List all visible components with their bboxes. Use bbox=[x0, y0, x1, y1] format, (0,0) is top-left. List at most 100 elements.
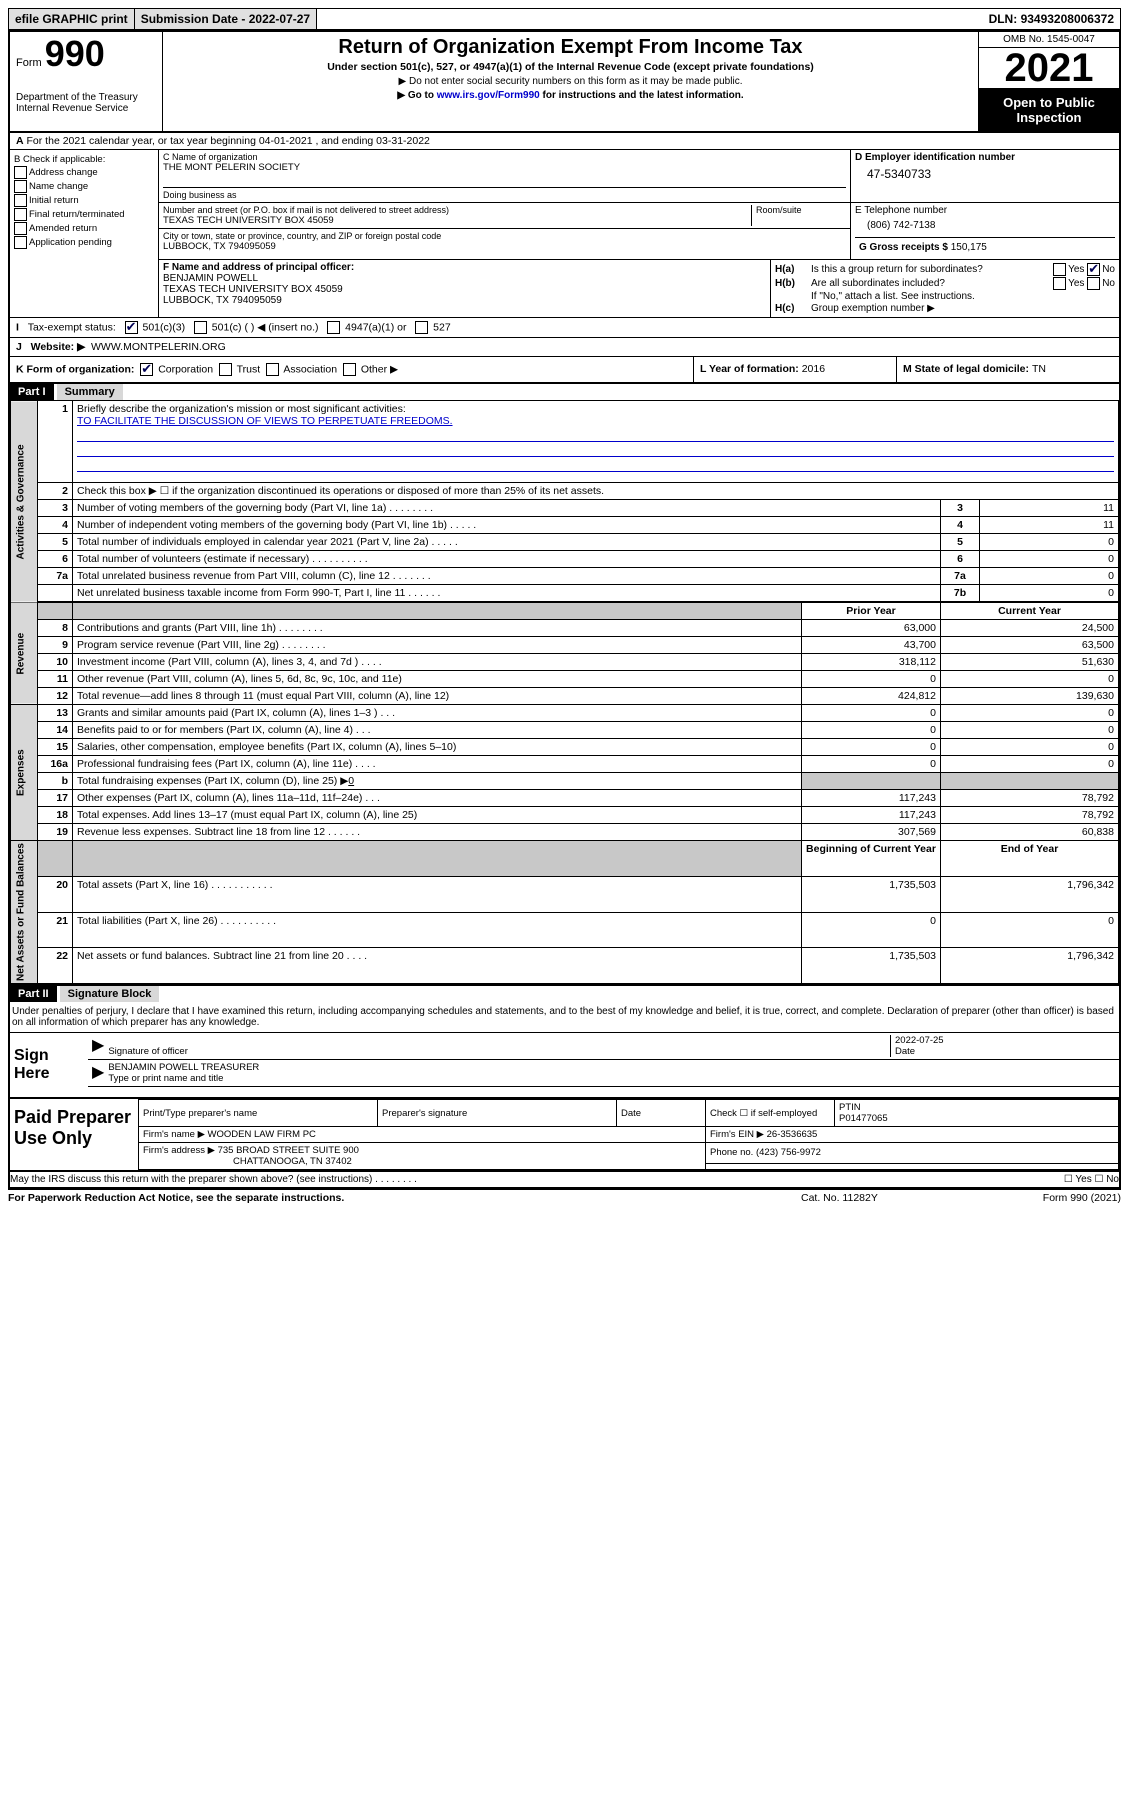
tax-period-text: For the 2021 calendar year, or tax year … bbox=[27, 135, 430, 147]
line18-desc: Total expenses. Add lines 13–17 (must eq… bbox=[73, 807, 802, 824]
part1-title: Summary bbox=[57, 384, 123, 400]
line10-cy: 51,630 bbox=[941, 654, 1119, 671]
cb-amended-return[interactable]: Amended return bbox=[14, 222, 154, 235]
part2-title: Signature Block bbox=[60, 986, 160, 1002]
sign-date-value: 2022-07-25 bbox=[895, 1035, 944, 1046]
firm-phone-row: Phone no. (423) 756-9972 bbox=[706, 1143, 1119, 1164]
discuss-text: May the IRS discuss this return with the… bbox=[10, 1174, 819, 1185]
irs-link[interactable]: www.irs.gov/Form990 bbox=[437, 90, 540, 101]
cb-final-return[interactable]: Final return/terminated bbox=[14, 208, 154, 221]
street-value: TEXAS TECH UNIVERSITY BOX 45059 bbox=[163, 215, 751, 226]
sign-here-label: Sign Here bbox=[10, 1033, 88, 1097]
prep-h3: Date bbox=[617, 1100, 706, 1127]
year-formation: 2016 bbox=[802, 363, 825, 375]
line7a-val: 0 bbox=[980, 568, 1119, 585]
ein-label: D Employer identification number bbox=[855, 152, 1115, 163]
line11-py: 0 bbox=[802, 671, 941, 688]
line7b-val: 0 bbox=[980, 585, 1119, 603]
cb-name-change[interactable]: Name change bbox=[14, 180, 154, 193]
website-value: WWW.MONTPELERIN.ORG bbox=[91, 341, 226, 353]
open-inspection-badge: Open to Public Inspection bbox=[979, 89, 1119, 131]
line5-val: 0 bbox=[980, 534, 1119, 551]
line21-boy: 0 bbox=[802, 912, 941, 948]
line8-cy: 24,500 bbox=[941, 620, 1119, 637]
sidebar-revenue: Revenue bbox=[11, 602, 38, 705]
line19-py: 307,569 bbox=[802, 824, 941, 841]
line3-val: 11 bbox=[980, 500, 1119, 517]
line8-py: 63,000 bbox=[802, 620, 941, 637]
dba-label: Doing business as bbox=[163, 187, 846, 200]
line7a-desc: Total unrelated business revenue from Pa… bbox=[73, 568, 941, 585]
form-number: 990 bbox=[45, 33, 105, 74]
submission-date-box: Submission Date - 2022-07-27 bbox=[135, 9, 317, 29]
line13-cy: 0 bbox=[941, 705, 1119, 722]
cb-other[interactable] bbox=[343, 363, 356, 376]
gross-label: G Gross receipts $ bbox=[859, 242, 951, 253]
cb-501c3[interactable] bbox=[125, 321, 138, 334]
line22-eoy: 1,796,342 bbox=[941, 948, 1119, 984]
boy-hdr: Beginning of Current Year bbox=[802, 841, 941, 877]
line15-py: 0 bbox=[802, 739, 941, 756]
city-value: LUBBOCK, TX 794095059 bbox=[163, 241, 846, 252]
cb-address-change[interactable]: Address change bbox=[14, 166, 154, 179]
cb-initial-return[interactable]: Initial return bbox=[14, 194, 154, 207]
line1-mission: Briefly describe the organization's miss… bbox=[73, 401, 1119, 483]
c-address-block: Number and street (or P.O. box if mail i… bbox=[159, 203, 851, 259]
cat-no: Cat. No. 11282Y bbox=[801, 1192, 981, 1204]
ha-label: Is this a group return for subordinates? bbox=[811, 264, 1053, 275]
line16a-desc: Professional fundraising fees (Part IX, … bbox=[73, 756, 802, 773]
k-label: K Form of organization: bbox=[16, 363, 134, 375]
sidebar-netassets: Net Assets or Fund Balances bbox=[11, 841, 38, 984]
line19-cy: 60,838 bbox=[941, 824, 1119, 841]
submission-date-value: 2022-07-27 bbox=[249, 12, 310, 26]
line14-py: 0 bbox=[802, 722, 941, 739]
line10-py: 318,112 bbox=[802, 654, 941, 671]
state-domicile: TN bbox=[1032, 363, 1046, 375]
line6-val: 0 bbox=[980, 551, 1119, 568]
row-k-org-form: K Form of organization: Corporation Trus… bbox=[10, 357, 693, 382]
sign-here-block: Sign Here ▶ Signature of officer 2022-07… bbox=[10, 1032, 1119, 1097]
form-word: Form bbox=[16, 57, 42, 69]
top-bar: efile GRAPHIC print Submission Date - 20… bbox=[8, 8, 1121, 30]
goto-suffix: for instructions and the latest informat… bbox=[543, 90, 744, 101]
prep-h2: Preparer's signature bbox=[378, 1100, 617, 1127]
signature-label: Signature of officer bbox=[108, 1046, 188, 1057]
signer-name-label: Type or print name and title bbox=[108, 1073, 223, 1084]
cb-trust[interactable] bbox=[219, 363, 232, 376]
cb-application-pending[interactable]: Application pending bbox=[14, 236, 154, 249]
cb-501c[interactable] bbox=[194, 321, 207, 334]
firm-address-row: Firm's address ▶ 735 BROAD STREET SUITE … bbox=[139, 1143, 706, 1170]
discuss-yn[interactable]: ☐ Yes ☐ No bbox=[819, 1174, 1119, 1185]
line9-py: 43,700 bbox=[802, 637, 941, 654]
ssn-note: ▶ Do not enter social security numbers o… bbox=[169, 76, 972, 87]
room-suite-label: Room/suite bbox=[751, 205, 846, 226]
line15-desc: Salaries, other compensation, employee b… bbox=[73, 739, 802, 756]
cb-corporation[interactable] bbox=[140, 363, 153, 376]
line13-py: 0 bbox=[802, 705, 941, 722]
officer-name: BENJAMIN POWELL bbox=[163, 273, 766, 284]
line9-desc: Program service revenue (Part VIII, line… bbox=[73, 637, 802, 654]
prep-ptin: PTINP01477065 bbox=[835, 1100, 1119, 1127]
sign-date-label: Date bbox=[895, 1046, 915, 1057]
officer-label: F Name and address of principal officer: bbox=[163, 262, 766, 273]
cb-4947[interactable] bbox=[327, 321, 340, 334]
line12-py: 424,812 bbox=[802, 688, 941, 705]
line3-desc: Number of voting members of the governin… bbox=[73, 500, 941, 517]
efile-print-button[interactable]: efile GRAPHIC print bbox=[9, 9, 135, 29]
prep-h1: Print/Type preparer's name bbox=[139, 1100, 378, 1127]
officer-addr1: TEXAS TECH UNIVERSITY BOX 45059 bbox=[163, 284, 766, 295]
line2: Check this box ▶ ☐ if the organization d… bbox=[73, 483, 1119, 500]
line14-desc: Benefits paid to or for members (Part IX… bbox=[73, 722, 802, 739]
part1-header-row: Part I Summary bbox=[10, 384, 1119, 400]
phone-value: (806) 742-7138 bbox=[855, 216, 1115, 231]
cb-association[interactable] bbox=[266, 363, 279, 376]
line16a-cy: 0 bbox=[941, 756, 1119, 773]
row-j-website: J Website: ▶ WWW.MONTPELERIN.ORG bbox=[10, 338, 1119, 357]
signer-name: BENJAMIN POWELL TREASURER bbox=[108, 1062, 259, 1073]
c-name-block: C Name of organization THE MONT PELERIN … bbox=[159, 150, 851, 202]
cb-527[interactable] bbox=[415, 321, 428, 334]
mission-text: TO FACILITATE THE DISCUSSION OF VIEWS TO… bbox=[77, 415, 453, 427]
e-g-block: E Telephone number (806) 742-7138 G Gros… bbox=[851, 203, 1119, 259]
line4-val: 11 bbox=[980, 517, 1119, 534]
paperwork-notice: For Paperwork Reduction Act Notice, see … bbox=[8, 1192, 801, 1204]
